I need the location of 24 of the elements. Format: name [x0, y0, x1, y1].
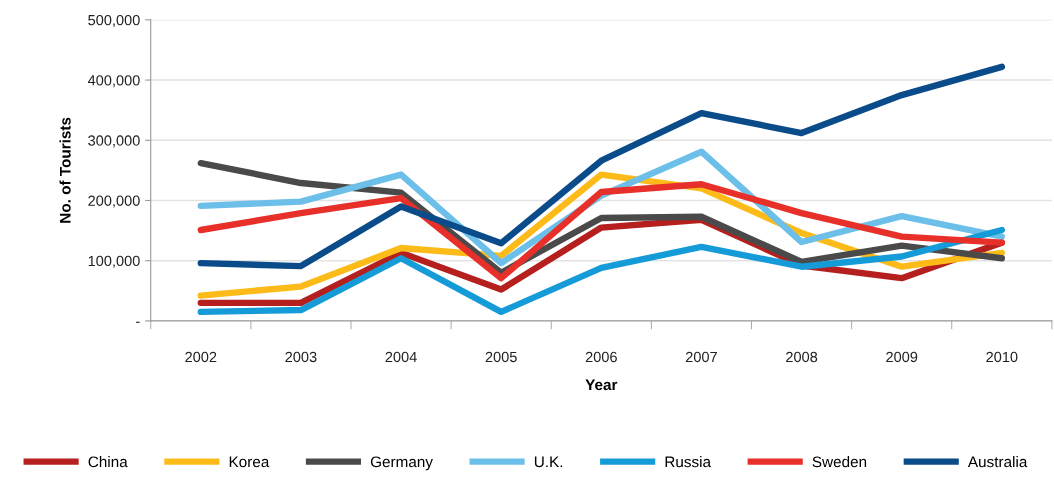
x-tick-label: 2004	[385, 351, 417, 363]
y-tick-label: 200,000	[88, 195, 140, 208]
x-tick-label: 2002	[185, 351, 217, 363]
x-tick-label: 2006	[585, 351, 617, 363]
y-tick-label: 300,000	[88, 135, 140, 148]
y-tick-label: 400,000	[87, 75, 140, 88]
legend-label: U.K.	[534, 456, 563, 468]
legend-label: Sweden	[812, 456, 867, 468]
x-axis-title: Year	[585, 379, 618, 391]
legend-label: Germany	[370, 456, 433, 471]
legend-label: Korea	[229, 456, 270, 468]
y-tick-label: -	[136, 321, 140, 323]
y-tick-label: 100,000	[88, 255, 140, 268]
x-tick-label: 2007	[685, 351, 717, 363]
y-axis-title: No. of Tourists	[59, 117, 71, 223]
x-tick-label: 2010	[986, 351, 1018, 363]
x-tick-label: 2008	[786, 351, 818, 363]
legend-label: China	[88, 456, 128, 468]
x-tick-label: 2003	[285, 351, 317, 363]
legend-label: Russia	[665, 456, 712, 468]
y-tick-label: 500,000	[88, 14, 140, 27]
legend-label: Australia	[967, 456, 1028, 468]
x-tick-label: 2005	[485, 351, 517, 363]
x-tick-label: 2009	[886, 351, 918, 363]
